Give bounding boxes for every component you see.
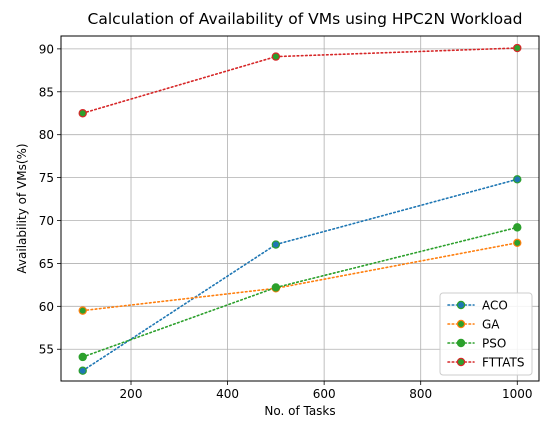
legend-marker-pso	[456, 338, 466, 348]
x-tick-label: 400	[216, 387, 239, 401]
data-point-fttats	[271, 52, 281, 61]
data-point-pso	[513, 223, 522, 232]
legend-marker-aco	[456, 300, 466, 310]
legend-label-ga: GA	[482, 318, 500, 332]
data-point-aco	[513, 175, 522, 184]
x-axis-label: No. of Tasks	[264, 404, 335, 418]
legend-label-aco: ACO	[482, 299, 508, 313]
legend-label-pso: PSO	[482, 337, 506, 351]
data-point-pso	[271, 283, 281, 292]
data-point-aco	[78, 366, 87, 375]
legend-marker-fttats	[456, 357, 466, 367]
x-axis-ticks: 200 400 600 800 1000	[120, 381, 533, 401]
y-tick-label: 80	[39, 128, 54, 142]
data-point-pso	[78, 352, 87, 362]
y-axis-label: Availability of VMs(%)	[15, 143, 29, 273]
data-point-aco	[271, 240, 281, 249]
legend: ACO GA PSO FTTATS	[439, 292, 533, 376]
y-tick-label: 75	[39, 171, 54, 185]
y-tick-label: 60	[39, 300, 54, 314]
x-tick-label: 600	[313, 387, 336, 401]
plot-frame	[60, 35, 540, 382]
grid-lines	[61, 36, 539, 381]
y-tick-label: 70	[39, 214, 54, 228]
x-tick-label: 1000	[502, 387, 533, 401]
y-tick-label: 65	[39, 257, 54, 271]
data-point-ga	[513, 238, 522, 248]
legend-box	[439, 292, 533, 376]
data-point-fttats	[78, 109, 87, 118]
y-axis-ticks: 55 60 65 70 75 80 85 90	[39, 42, 61, 357]
y-tick-label: 85	[39, 85, 54, 99]
y-tick-label: 90	[39, 42, 54, 56]
data-point-fttats	[513, 43, 522, 53]
legend-marker-ga	[456, 319, 466, 329]
chart-title: Calculation of Availability of VMs using…	[88, 10, 523, 28]
data-point-ga	[78, 306, 87, 315]
x-tick-label: 800	[409, 387, 432, 401]
series-markers	[78, 43, 522, 375]
legend-label-fttats: FTTATS	[482, 356, 524, 370]
y-tick-label: 55	[39, 343, 54, 357]
series-line-fttats	[81, 47, 519, 114]
x-tick-label: 200	[120, 387, 143, 401]
